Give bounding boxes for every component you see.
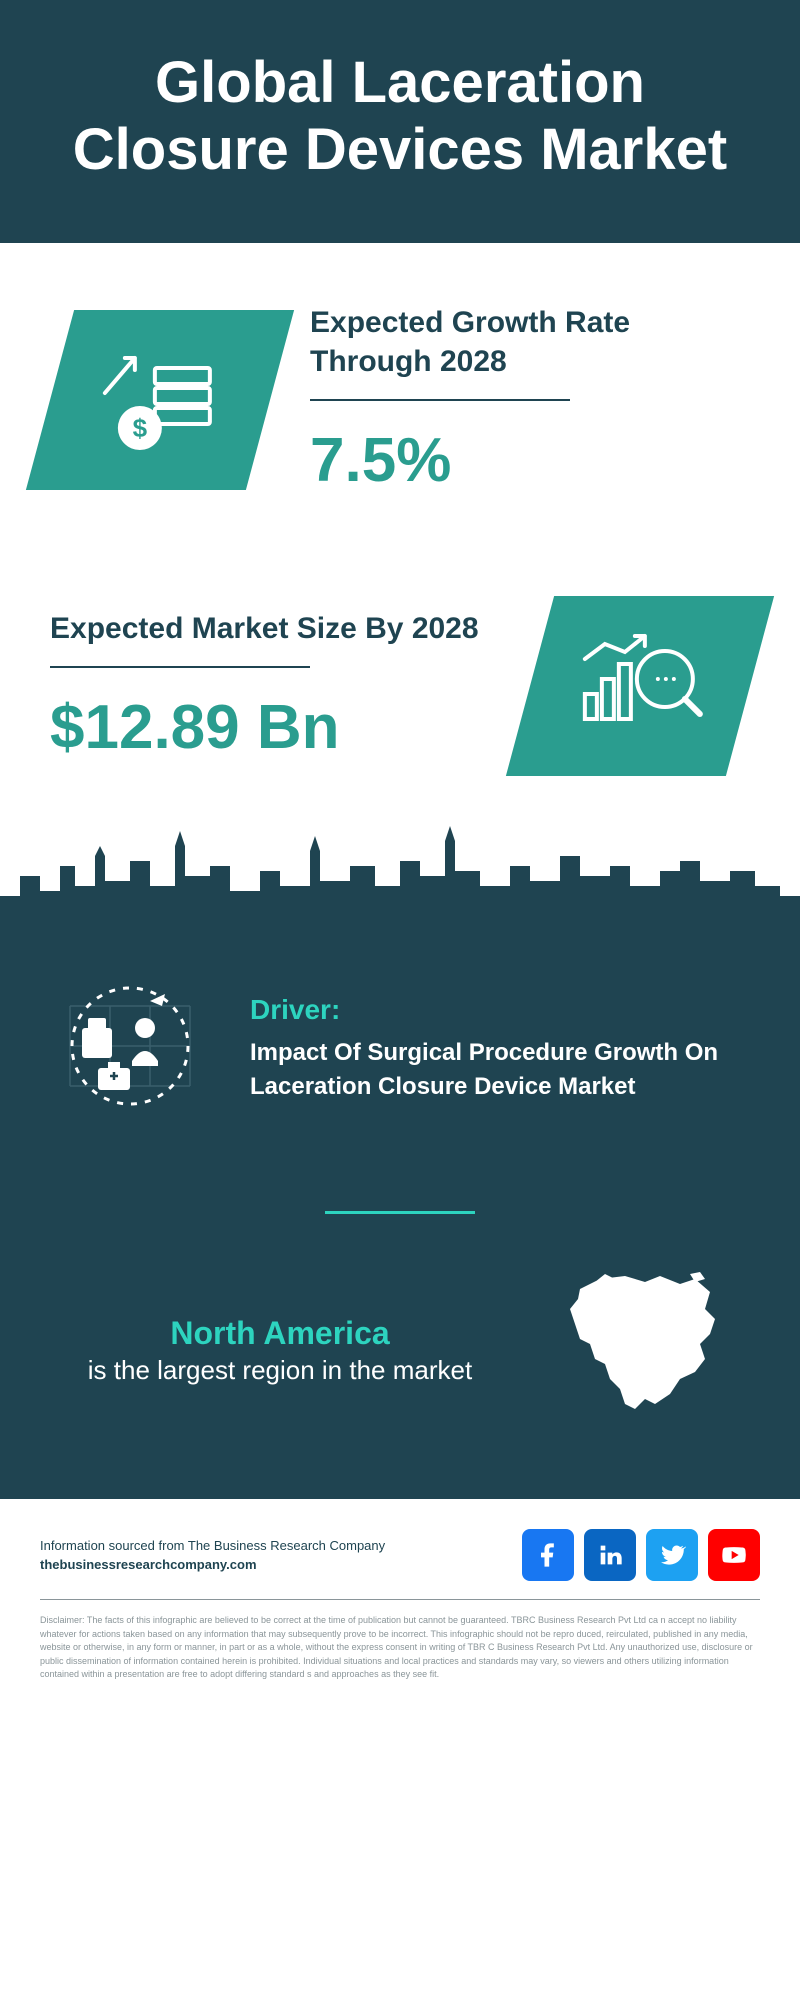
svg-text:$: $ xyxy=(133,412,148,442)
twitter-icon[interactable] xyxy=(646,1529,698,1581)
north-america-map-icon xyxy=(550,1264,750,1439)
youtube-icon[interactable] xyxy=(708,1529,760,1581)
footer-top: Information sourced from The Business Re… xyxy=(40,1529,760,1600)
driver-description: Impact Of Surgical Procedure Growth On L… xyxy=(250,1036,750,1103)
market-size-section: Expected Market Size By 2028 $12.89 Bn xyxy=(0,536,800,816)
footer: Information sourced from The Business Re… xyxy=(0,1499,800,1702)
growth-value: 7.5% xyxy=(310,425,750,496)
divider xyxy=(310,399,570,401)
source-line2: thebusinessresearchcompany.com xyxy=(40,1555,385,1575)
market-value: $12.89 Bn xyxy=(50,692,490,763)
dark-panel: Driver: Impact Of Surgical Procedure Gro… xyxy=(0,936,800,1499)
growth-rate-section: $ Expected Growth Rate Through 2028 7.5% xyxy=(0,243,800,536)
page-title: Global Laceration Closure Devices Market xyxy=(40,50,760,183)
region-text-block: North America is the largest region in t… xyxy=(50,1315,510,1388)
market-stat: Expected Market Size By 2028 $12.89 Bn xyxy=(50,609,490,763)
driver-text-block: Driver: Impact Of Surgical Procedure Gro… xyxy=(250,994,750,1103)
region-subtext: is the largest region in the market xyxy=(50,1352,510,1388)
disclaimer-text: Disclaimer: The facts of this infographi… xyxy=(40,1614,760,1682)
driver-icon xyxy=(50,966,210,1131)
region-highlight: North America xyxy=(50,1315,510,1352)
chart-magnify-icon xyxy=(570,624,710,749)
market-icon-box xyxy=(506,596,774,776)
growth-icon-box: $ xyxy=(26,310,294,490)
header-banner: Global Laceration Closure Devices Market xyxy=(0,0,800,243)
region-row: North America is the largest region in t… xyxy=(50,1264,750,1439)
driver-row: Driver: Impact Of Surgical Procedure Gro… xyxy=(50,936,750,1181)
linkedin-icon[interactable] xyxy=(584,1529,636,1581)
mini-divider xyxy=(325,1211,475,1214)
driver-label: Driver: xyxy=(250,994,750,1026)
market-label: Expected Market Size By 2028 xyxy=(50,609,490,648)
growth-stat: Expected Growth Rate Through 2028 7.5% xyxy=(310,303,750,496)
divider xyxy=(50,666,310,668)
growth-label: Expected Growth Rate Through 2028 xyxy=(310,303,750,381)
social-links xyxy=(522,1529,760,1581)
skyline-graphic xyxy=(0,816,800,936)
source-text: Information sourced from The Business Re… xyxy=(40,1536,385,1575)
money-growth-icon: $ xyxy=(95,337,225,462)
source-line1: Information sourced from The Business Re… xyxy=(40,1536,385,1556)
facebook-icon[interactable] xyxy=(522,1529,574,1581)
